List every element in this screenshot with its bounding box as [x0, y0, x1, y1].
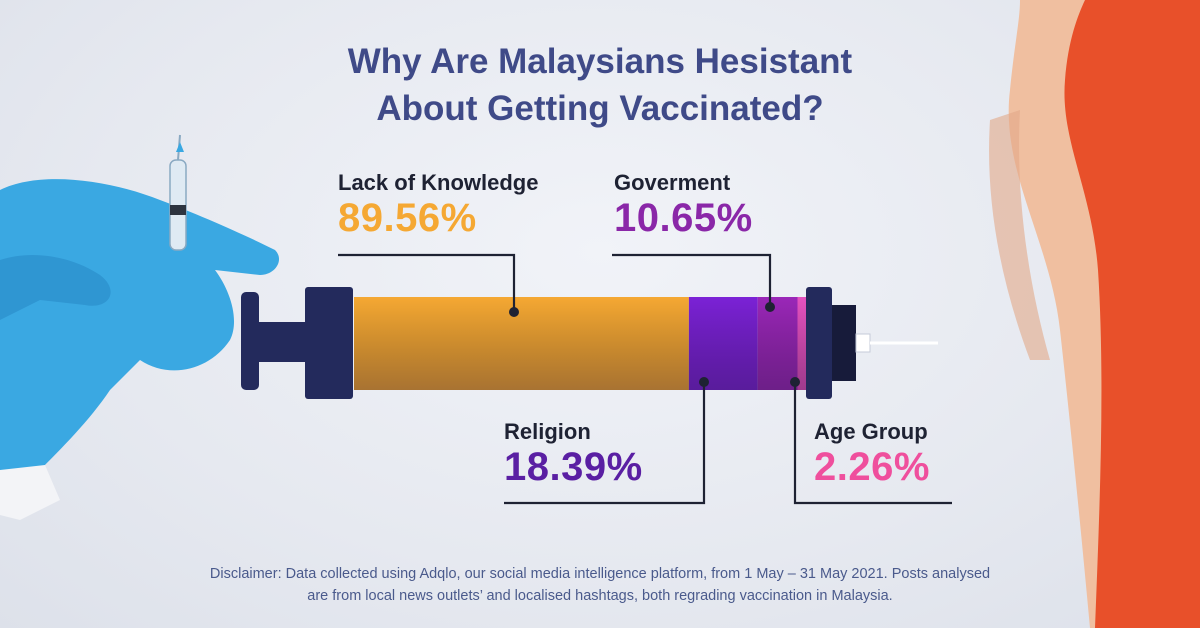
leader-line-religion: [504, 382, 706, 505]
disclaimer-line-2: are from local news outlets’ and localis…: [307, 588, 893, 604]
disclaimer: Disclaimer: Data collected using Adqlo, …: [140, 563, 1060, 607]
category-label: Goverment: [614, 170, 731, 195]
value-label: 18.39%: [504, 445, 643, 489]
needle-base: [855, 333, 871, 353]
value-label: 10.65%: [614, 196, 753, 240]
person-arm-illustration: [989, 0, 1200, 628]
leader-dots: [509, 302, 800, 387]
barrel-front-cap: [806, 287, 832, 399]
category-label: Lack of Knowledge: [338, 170, 539, 195]
gloved-hand-illustration: [0, 134, 280, 520]
category-label: Religion: [504, 419, 591, 444]
value-label: 89.56%: [338, 196, 477, 240]
title-line-2: About Getting Vaccinated?: [376, 89, 824, 128]
dot-religion: [699, 377, 709, 387]
dot-goverment: [765, 302, 775, 312]
page-title: Why Are Malaysians Hesistant About Getti…: [250, 38, 950, 132]
label-lack-of-knowledge: Lack of Knowledge 89.56%: [338, 170, 538, 241]
leader-line-goverment: [612, 253, 772, 307]
leader-lines: [338, 253, 952, 505]
dot-lack-of-knowledge: [509, 307, 519, 317]
plunger-rod: [257, 322, 307, 362]
syringe-hub: [832, 305, 856, 381]
barrel-shading: [354, 297, 806, 390]
title-line-1: Why Are Malaysians Hesistant: [347, 42, 853, 81]
label-goverment: Goverment 10.65%: [614, 170, 753, 241]
leader-line-age-group: [793, 382, 952, 505]
disclaimer-line-1: Disclaimer: Data collected using Adqlo, …: [209, 566, 991, 582]
value-label: 2.26%: [814, 445, 930, 489]
leader-line-lack-of-knowledge: [338, 253, 516, 312]
category-label: Age Group: [814, 419, 928, 444]
plunger-cap: [241, 292, 259, 390]
dot-age-group: [790, 377, 800, 387]
barrel-flange: [305, 287, 353, 399]
syringe: [241, 287, 938, 399]
label-religion: Religion 18.39%: [504, 419, 643, 490]
label-age-group: Age Group 2.26%: [814, 419, 930, 490]
